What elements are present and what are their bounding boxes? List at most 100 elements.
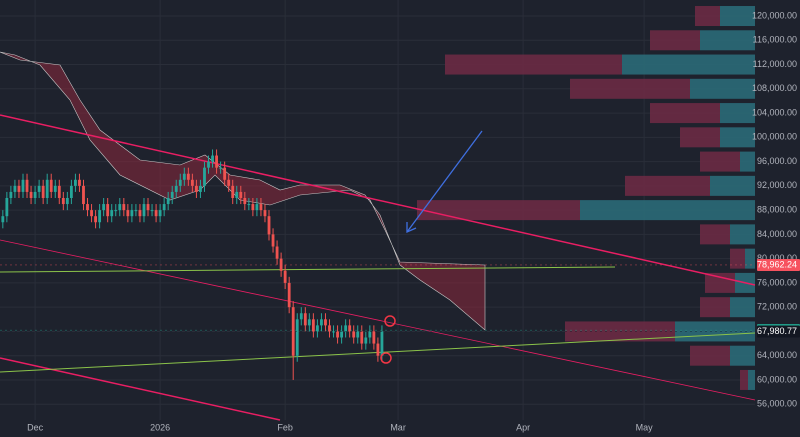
candle-body	[41, 185, 45, 198]
y-tick-label: 120,000.00	[752, 10, 797, 20]
candle-body	[25, 179, 29, 192]
trend-line	[0, 357, 281, 421]
candle-body	[33, 191, 37, 198]
candle-body	[37, 185, 41, 192]
arrow-head	[406, 222, 417, 234]
candle-body	[263, 210, 267, 217]
candle-body	[1, 216, 5, 223]
volume-sell	[700, 151, 740, 172]
candle-body	[352, 331, 356, 338]
volume-buy	[730, 297, 755, 318]
candle-body	[267, 216, 271, 235]
trend-line	[0, 239, 756, 401]
candle-body	[247, 204, 251, 206]
candle-body	[86, 204, 89, 211]
candle-body	[332, 331, 335, 333]
volume-buy	[700, 30, 755, 51]
y-tick-label: 116,000.00	[753, 35, 797, 45]
candle-body	[106, 204, 110, 217]
candle-body	[211, 155, 214, 162]
volume-sell	[570, 78, 690, 99]
candle-body	[182, 173, 186, 180]
volume-buy	[720, 6, 755, 27]
candle-body	[158, 210, 162, 217]
y-tick-label: 80,000.00	[757, 253, 797, 263]
candle-body	[94, 216, 97, 223]
marker-circle	[384, 315, 396, 327]
candle-body	[223, 167, 227, 180]
y-tick-label: 96,000.00	[757, 156, 797, 166]
candle-body	[207, 161, 210, 168]
volume-buy	[710, 175, 755, 196]
y-tick-label: 76,000.00	[757, 277, 797, 287]
candle-body	[17, 185, 21, 192]
support-line	[0, 266, 616, 273]
candle-body	[283, 270, 287, 283]
candle-body	[299, 313, 303, 320]
volume-sell	[690, 345, 730, 366]
candle-body	[348, 325, 352, 332]
candle-body	[57, 185, 61, 198]
candle-body	[49, 179, 53, 192]
candle-body	[303, 313, 307, 326]
candle-body	[295, 319, 299, 356]
candle-body	[154, 210, 158, 217]
candle-body	[170, 191, 174, 198]
candle-body	[174, 185, 178, 192]
candle-body	[215, 155, 218, 168]
x-tick-label: 2026	[150, 422, 170, 432]
candle-body	[324, 319, 327, 326]
arrow	[406, 130, 483, 233]
x-tick-label: Mar	[390, 422, 406, 432]
candle-body	[90, 210, 93, 217]
candle-body	[166, 197, 170, 205]
volume-sell	[417, 200, 580, 221]
candle-body	[102, 204, 106, 211]
candle-body	[29, 191, 33, 198]
candle-body	[146, 204, 150, 211]
x-tick-label: Dec	[27, 422, 44, 432]
candle-body	[235, 191, 239, 198]
candle-body	[53, 185, 57, 192]
candle-body	[186, 173, 190, 180]
candle-body	[13, 185, 17, 192]
candle-body	[340, 331, 344, 338]
candle-body	[134, 210, 138, 212]
y-tick-label: 64,000.00	[757, 350, 797, 360]
price-label: 78,962.24	[757, 259, 797, 269]
volume-sell	[695, 6, 720, 27]
candle-body	[5, 197, 9, 217]
y-tick-label: 56,000.00	[757, 399, 797, 409]
candle-body	[98, 210, 102, 223]
volume-sell	[730, 248, 745, 269]
candle-body	[380, 331, 384, 356]
volume-sell	[700, 224, 730, 245]
volume-buy	[580, 200, 755, 221]
candle-body	[45, 179, 49, 198]
candle-body	[291, 307, 295, 356]
marker-circle	[380, 352, 392, 364]
axes: 56,000.0060,000.0064,000.0068,000.0072,0…	[0, 10, 800, 432]
y-tick-label: 104,000.00	[752, 107, 797, 117]
candle-body	[130, 210, 134, 217]
candle-body	[259, 204, 263, 211]
candle-body	[138, 210, 142, 217]
candle-body	[356, 331, 360, 338]
candle-body	[219, 167, 223, 169]
price-label: 67,980.77	[757, 326, 797, 336]
ichimoku-cloud	[0, 51, 486, 331]
candle-body	[364, 337, 368, 344]
y-tick-label: 60,000.00	[757, 374, 797, 384]
candle-body	[78, 179, 81, 186]
candle-body	[126, 210, 130, 217]
candle-body	[320, 319, 323, 326]
volume-buy	[730, 345, 755, 366]
y-tick-label: 72,000.00	[757, 302, 797, 312]
candle-body	[110, 210, 114, 217]
candle-body	[251, 204, 255, 211]
candle-body	[82, 185, 85, 205]
x-tick-label: Feb	[277, 422, 293, 432]
y-tick-label: 112,000.00	[753, 59, 797, 69]
candle-body	[178, 179, 182, 186]
